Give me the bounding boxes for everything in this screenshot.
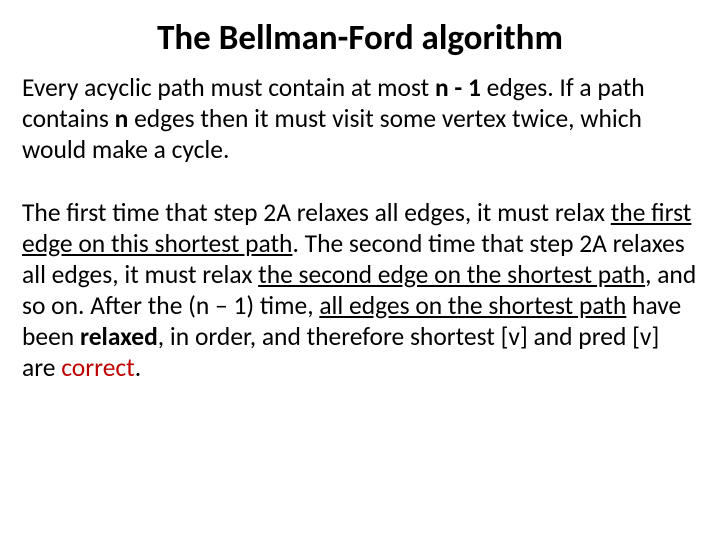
text-run: . — [135, 352, 141, 383]
slide-body: Every acyclic path must contain at most … — [22, 72, 698, 383]
underline-run: the second edge on the shortest path — [258, 259, 645, 290]
paragraph-gap — [22, 166, 698, 197]
underline-run: all edges on the shortest path — [319, 290, 626, 321]
slide: The Bellman-Ford algorithm Every acyclic… — [0, 0, 720, 540]
bold-run: relaxed — [80, 321, 158, 352]
bold-run: n — [115, 103, 129, 134]
slide-title: The Bellman-Ford algorithm — [22, 18, 698, 58]
bold-run: n - 1 — [435, 72, 481, 103]
paragraph-1: Every acyclic path must contain at most … — [22, 72, 698, 165]
highlight-run: correct — [61, 352, 134, 383]
text-run: The first time that step 2A relaxes all … — [22, 197, 611, 228]
paragraph-2: The first time that step 2A relaxes all … — [22, 197, 698, 384]
text-run: Every acyclic path must contain at most — [22, 72, 435, 103]
